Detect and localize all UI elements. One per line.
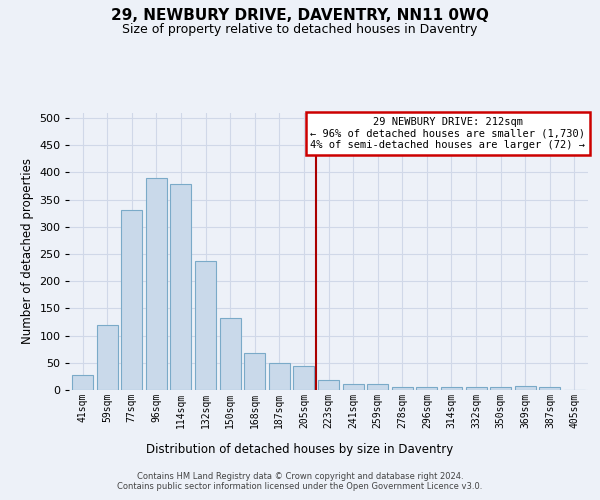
Bar <box>367 384 388 390</box>
Bar <box>220 318 241 390</box>
Bar <box>244 353 265 390</box>
Text: Contains public sector information licensed under the Open Government Licence v3: Contains public sector information licen… <box>118 482 482 491</box>
Text: 29, NEWBURY DRIVE, DAVENTRY, NN11 0WQ: 29, NEWBURY DRIVE, DAVENTRY, NN11 0WQ <box>111 8 489 22</box>
Bar <box>146 178 167 390</box>
Bar <box>343 384 364 390</box>
Bar <box>121 210 142 390</box>
Bar <box>97 325 118 390</box>
Bar <box>416 388 437 390</box>
Bar <box>195 260 216 390</box>
Bar <box>466 388 487 390</box>
Bar <box>269 363 290 390</box>
Bar <box>72 375 93 390</box>
Text: Size of property relative to detached houses in Daventry: Size of property relative to detached ho… <box>122 22 478 36</box>
Bar <box>490 388 511 390</box>
Text: Distribution of detached houses by size in Daventry: Distribution of detached houses by size … <box>146 442 454 456</box>
Bar <box>318 380 339 390</box>
Y-axis label: Number of detached properties: Number of detached properties <box>21 158 34 344</box>
Text: 29 NEWBURY DRIVE: 212sqm
← 96% of detached houses are smaller (1,730)
4% of semi: 29 NEWBURY DRIVE: 212sqm ← 96% of detach… <box>310 116 586 150</box>
Bar <box>293 366 314 390</box>
Bar <box>539 388 560 390</box>
Bar <box>515 386 536 390</box>
Text: Contains HM Land Registry data © Crown copyright and database right 2024.: Contains HM Land Registry data © Crown c… <box>137 472 463 481</box>
Bar <box>392 388 413 390</box>
Bar <box>441 388 462 390</box>
Bar <box>170 184 191 390</box>
